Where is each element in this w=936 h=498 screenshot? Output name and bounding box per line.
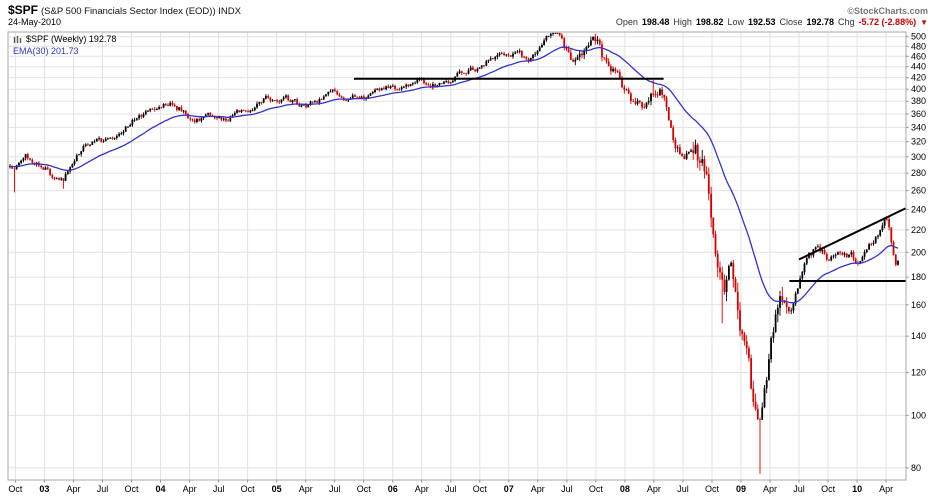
trendline-rising-resistance-2009-2010 [798,207,906,261]
chg-label: Chg [838,17,855,27]
svg-text:Oct: Oct [705,484,720,494]
ema-legend: EMA(30) 201.73 [13,46,79,56]
svg-text:440: 440 [911,62,926,72]
svg-text:Jul: Jul [793,484,805,494]
svg-text:Jul: Jul [97,484,109,494]
svg-text:08: 08 [620,484,630,494]
svg-text:Oct: Oct [821,484,836,494]
up-bar-wicks [9,32,899,420]
series-legend-label: $SPF (Weekly) 192.78 [26,34,117,44]
down-bar-bodies [11,32,897,420]
down-bar-wicks [11,32,897,474]
svg-text:Apr: Apr [183,484,197,494]
open-value: 198.48 [641,17,670,27]
svg-text:160: 160 [911,300,926,310]
svg-text:Apr: Apr [66,484,80,494]
stockcharts-credit: ©StockCharts.com [847,6,928,16]
open-label: Open [615,17,638,27]
high-value: 198.82 [695,17,724,27]
up-bar-bodies [9,32,899,420]
down-arrow-icon: ▼ [920,18,928,27]
svg-text:240: 240 [911,204,926,214]
close-value: 192.78 [806,17,835,27]
svg-text:Oct: Oct [473,484,488,494]
svg-text:Oct: Oct [241,484,256,494]
ema-legend-label: EMA(30) 201.73 [13,46,79,56]
svg-text:Apr: Apr [415,484,429,494]
low-label: Low [727,17,744,27]
svg-text:07: 07 [504,484,514,494]
page-title: (S&P 500 Financials Sector Index (EOD)) … [41,6,241,17]
svg-text:Apr: Apr [763,484,777,494]
svg-text:04: 04 [155,484,165,494]
svg-text:380: 380 [911,96,926,106]
header-quote-row: 24-May-2010 Open 198.48 High 198.82 Low … [8,17,928,27]
svg-text:Jul: Jul [445,484,457,494]
svg-text:360: 360 [911,109,926,119]
svg-text:09: 09 [736,484,746,494]
svg-text:400: 400 [911,84,926,94]
x-axis-labels: Oct 03 Apr Jul Oct 04 Apr Jul Oct 05 Apr Jul Oct 06 Ap… [8,484,893,494]
ohlc-quote: Open 198.48 High 198.82 Low 192.53 Close… [616,17,928,27]
svg-text:Oct: Oct [357,484,372,494]
grid [8,32,906,480]
header-title-row: $SPF (S&P 500 Financials Sector Index (E… [8,3,928,17]
chart-title: $SPF (S&P 500 Financials Sector Index (E… [8,3,241,17]
svg-text:05: 05 [272,484,282,494]
svg-text:500: 500 [911,32,926,42]
svg-text:220: 220 [911,225,926,235]
svg-text:06: 06 [388,484,398,494]
high-label: High [673,17,692,27]
svg-text:03: 03 [39,484,49,494]
close-label: Close [779,17,803,27]
svg-text:Jul: Jul [213,484,225,494]
svg-text:480: 480 [911,41,926,51]
svg-text:300: 300 [911,152,926,162]
svg-text:280: 280 [911,168,926,178]
plot-border [7,31,907,481]
svg-text:140: 140 [911,331,926,341]
svg-text:200: 200 [911,247,926,257]
svg-text:Jul: Jul [677,484,689,494]
svg-text:100: 100 [911,410,926,420]
svg-text:Jul: Jul [561,484,573,494]
low-value: 192.53 [747,17,776,27]
svg-text:Apr: Apr [299,484,313,494]
svg-text:Jul: Jul [329,484,341,494]
symbol: $SPF [8,3,39,17]
series-legend: $SPF (Weekly) 192.78 [13,34,116,44]
chart-type-icon [13,35,22,43]
svg-text:10: 10 [852,484,862,494]
svg-text:Oct: Oct [589,484,604,494]
svg-text:420: 420 [911,73,926,83]
svg-text:120: 120 [911,368,926,378]
svg-text:Apr: Apr [647,484,661,494]
svg-text:Oct: Oct [8,484,23,494]
chg-value: -5.72 (-2.88%) [858,17,917,27]
svg-text:80: 80 [911,463,921,473]
svg-text:180: 180 [911,272,926,282]
chart-date: 24-May-2010 [8,17,62,27]
svg-text:Oct: Oct [124,484,139,494]
svg-text:460: 460 [911,51,926,61]
svg-text:Apr: Apr [879,484,893,494]
svg-text:320: 320 [911,137,926,147]
svg-text:260: 260 [911,186,926,196]
svg-text:340: 340 [911,122,926,132]
ema-line [9,46,899,304]
svg-text:Apr: Apr [531,484,545,494]
